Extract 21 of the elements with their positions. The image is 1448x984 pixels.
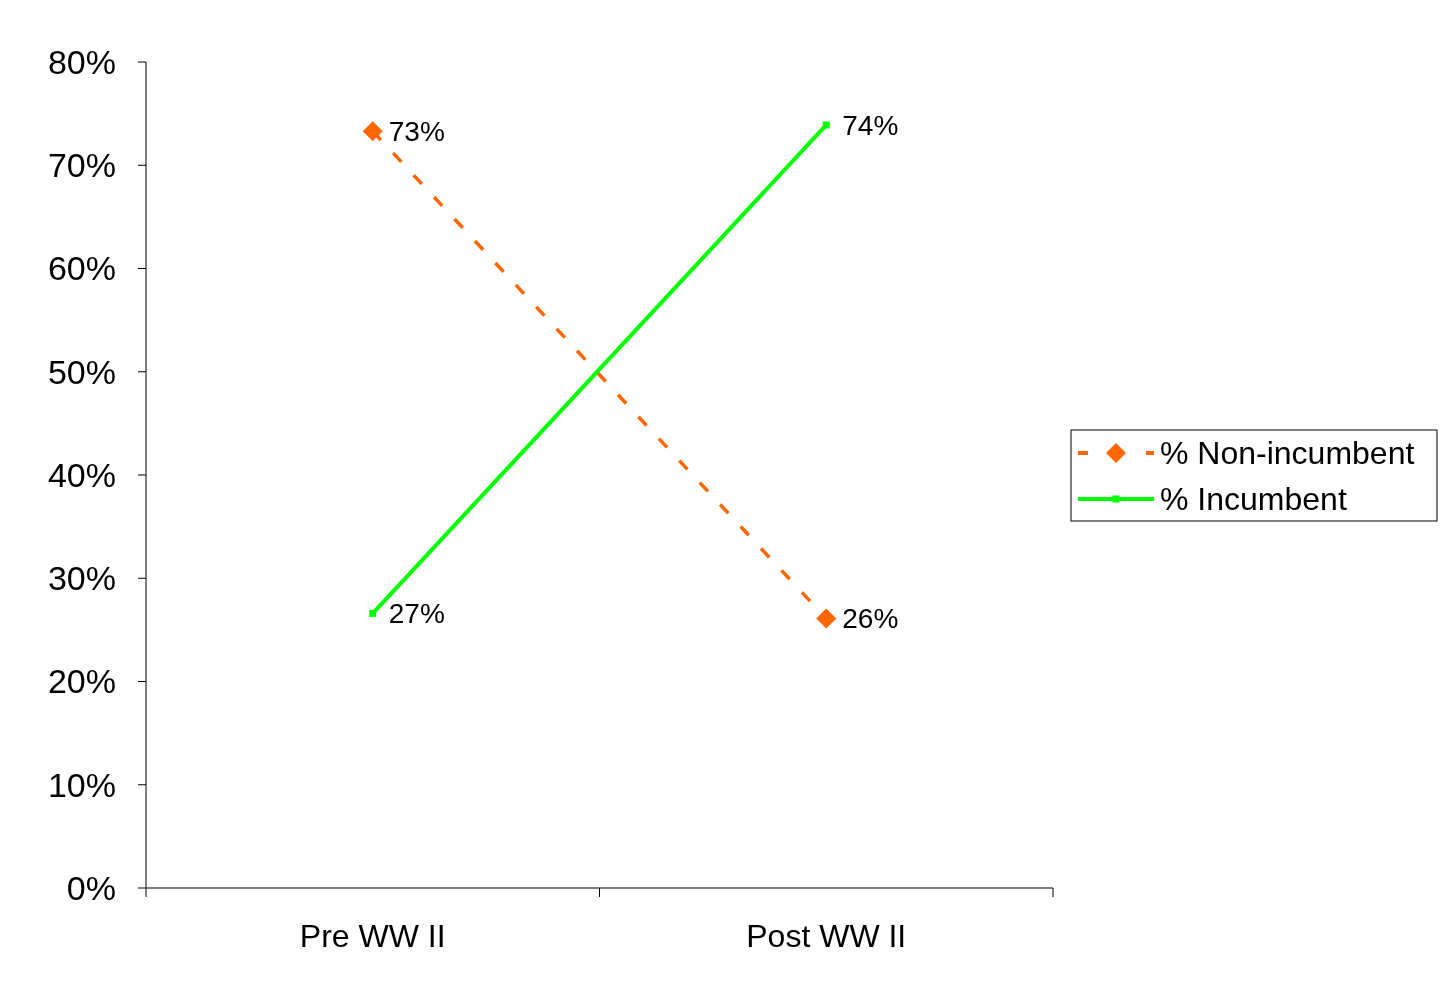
point [369,609,377,617]
data-label: 26% [842,603,899,635]
x-tick-label: Post WW II [746,918,907,955]
y-tick-label: 60% [47,249,116,288]
y-tick-label: 20% [47,662,116,701]
legend-label: % Non-incumbent [1160,435,1415,472]
data-label: 27% [388,598,445,630]
point [362,121,383,142]
x-tick-label: Pre WW II [299,918,446,955]
y-tick-label: 70% [47,146,116,185]
y-tick-label: 10% [47,765,116,804]
data-label: 73% [388,115,445,147]
data-label: 74% [842,109,899,141]
legend-label: % Incumbent [1160,481,1347,518]
y-tick-label: 30% [47,559,116,598]
point [822,121,830,129]
y-tick-label: 0% [66,868,116,907]
y-tick-label: 40% [47,455,116,494]
y-tick-label: 80% [47,42,116,81]
point [816,608,837,629]
y-tick-label: 50% [47,352,116,391]
